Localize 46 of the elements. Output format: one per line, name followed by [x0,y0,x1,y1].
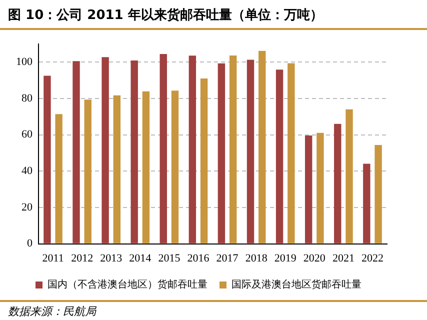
x-tick-label: 2011 [42,252,64,264]
bar [316,132,324,244]
bar [200,78,208,244]
bar [229,55,237,244]
y-tick-label: 0 [27,238,33,250]
bar [113,95,121,244]
x-tick-label: 2014 [129,252,152,264]
legend-label: 国内（不含港澳台地区）货邮吞吐量 [48,278,208,291]
bar [288,63,295,244]
y-tick-label: 60 [22,128,33,141]
chart-title: 图 10：公司 2011 年以来货邮吞吐量（单位：万吨） [0,0,427,30]
x-tick-label: 2022 [361,252,384,264]
bar [346,109,353,244]
bar [334,124,342,244]
bar [374,144,382,244]
bar [258,50,266,244]
x-tick-label: 2017 [216,252,239,264]
bar [160,54,167,244]
bar [276,70,284,244]
legend-label: 国际及港澳台地区货邮吞吐量 [232,278,362,291]
bar [44,76,51,244]
x-tick-label: 2013 [100,252,123,264]
x-tick-label: 2018 [245,252,268,264]
y-tick-label: 40 [22,165,33,178]
source-note: 数据来源：民航局 [0,300,427,320]
y-tick-label: 100 [16,56,33,68]
bar [102,57,109,244]
y-tick-label: 80 [22,92,33,104]
x-tick-label: 2015 [158,252,181,264]
bar [188,56,196,244]
bar [218,63,226,244]
x-tick-label: 2019 [274,252,297,264]
bar [304,136,312,244]
bar [246,60,254,244]
y-tick-label: 20 [22,201,33,214]
bar [72,61,80,244]
bar [363,164,370,244]
x-tick-label: 2012 [71,252,94,264]
bar [55,114,62,244]
x-tick-label: 2020 [303,252,326,264]
bar [84,100,92,244]
x-tick-label: 2016 [187,252,210,264]
bar [171,90,179,244]
bar [142,91,150,244]
x-tick-label: 2021 [332,252,354,264]
bar [130,60,138,244]
